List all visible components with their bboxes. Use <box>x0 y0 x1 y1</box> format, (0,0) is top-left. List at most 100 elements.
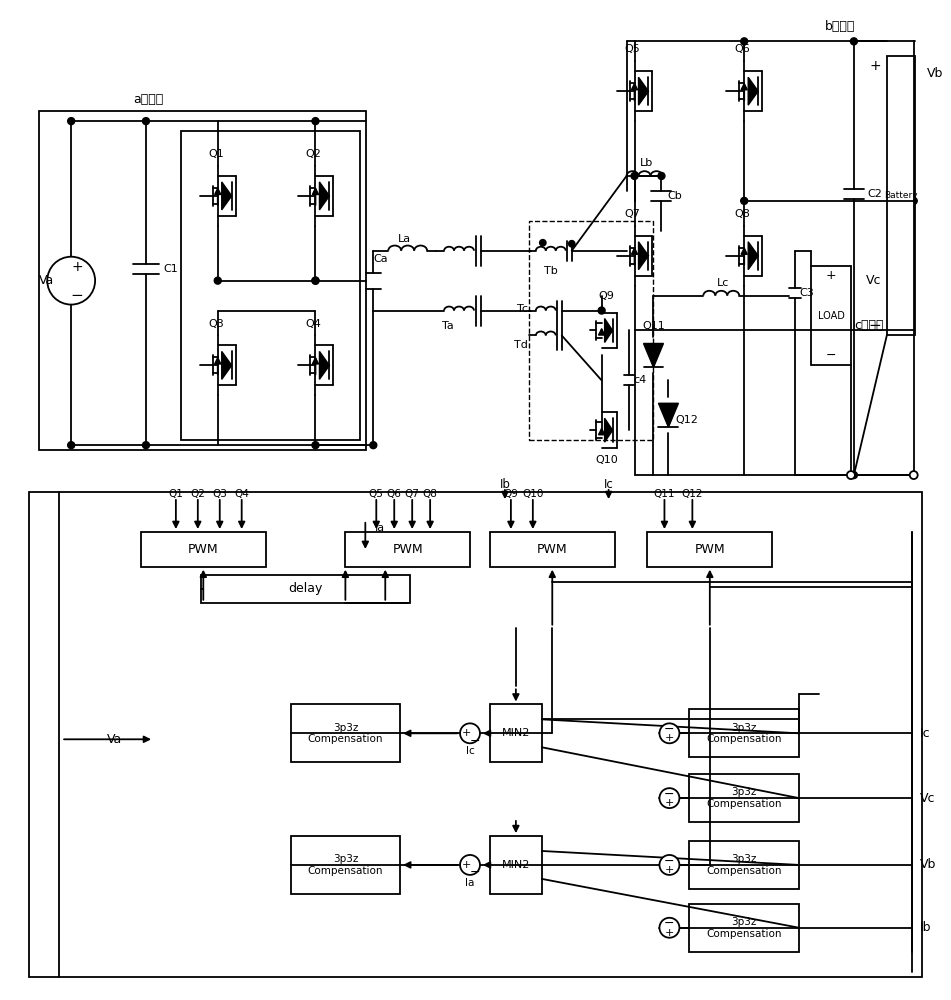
Circle shape <box>598 307 605 314</box>
Text: Ia: Ia <box>376 523 385 533</box>
Text: delay: delay <box>288 582 322 595</box>
Text: Q2: Q2 <box>305 149 321 159</box>
Text: +: + <box>665 928 674 938</box>
Text: Ib: Ib <box>920 921 931 934</box>
Text: Ca: Ca <box>374 254 388 264</box>
Text: Va: Va <box>39 274 54 287</box>
Text: +: + <box>71 260 83 274</box>
Circle shape <box>540 240 546 246</box>
Bar <box>291 704 400 762</box>
Text: a端电路: a端电路 <box>133 93 164 106</box>
Circle shape <box>631 172 638 179</box>
Bar <box>529 221 653 440</box>
Circle shape <box>370 442 377 449</box>
Text: Q6: Q6 <box>734 44 750 54</box>
Text: Q10: Q10 <box>522 489 544 499</box>
Circle shape <box>312 277 319 284</box>
Text: Q8: Q8 <box>734 209 750 219</box>
Text: −: − <box>664 788 674 801</box>
Bar <box>490 704 542 762</box>
Circle shape <box>659 855 679 875</box>
Polygon shape <box>320 351 329 379</box>
Text: 3p3z
Compensation: 3p3z Compensation <box>707 723 782 744</box>
Text: PWM: PWM <box>188 543 219 556</box>
Circle shape <box>312 277 319 284</box>
Text: Q1: Q1 <box>208 149 223 159</box>
Text: Vb: Vb <box>920 858 936 871</box>
Bar <box>689 709 799 757</box>
Text: Ta: Ta <box>442 321 454 331</box>
Text: Q11: Q11 <box>642 321 665 331</box>
Text: Va: Va <box>107 733 122 746</box>
Text: Lc: Lc <box>717 278 729 288</box>
Text: +: + <box>825 269 836 282</box>
Bar <box>689 841 799 889</box>
Text: Q10: Q10 <box>595 455 618 465</box>
Text: b端电路: b端电路 <box>825 20 855 33</box>
Text: −: − <box>825 349 836 362</box>
Text: Cb: Cb <box>667 191 682 201</box>
Bar <box>648 532 772 567</box>
Text: Ic: Ic <box>466 746 475 756</box>
Text: +: + <box>665 865 674 875</box>
Text: Q4: Q4 <box>234 489 249 499</box>
Circle shape <box>48 257 95 305</box>
Circle shape <box>847 471 855 479</box>
Text: LOAD: LOAD <box>818 311 844 321</box>
Text: Q1: Q1 <box>168 489 184 499</box>
Circle shape <box>910 197 917 204</box>
Bar <box>345 532 470 567</box>
Text: 3p3z
Compensation: 3p3z Compensation <box>707 917 782 939</box>
Bar <box>141 532 265 567</box>
Text: PWM: PWM <box>694 543 725 556</box>
Polygon shape <box>644 343 664 367</box>
Text: Td: Td <box>514 340 528 350</box>
Text: Q8: Q8 <box>422 489 437 499</box>
Polygon shape <box>658 403 678 427</box>
Circle shape <box>741 38 747 45</box>
Text: −: − <box>70 288 84 303</box>
Text: PWM: PWM <box>393 543 423 556</box>
Circle shape <box>569 241 574 247</box>
Circle shape <box>68 118 75 125</box>
Text: Ic: Ic <box>920 727 930 740</box>
Text: 3p3z
Compensation: 3p3z Compensation <box>707 854 782 876</box>
Polygon shape <box>222 351 232 379</box>
Text: −: − <box>664 917 674 930</box>
Bar <box>689 774 799 822</box>
Text: Vc: Vc <box>920 792 935 805</box>
Bar <box>689 904 799 952</box>
Polygon shape <box>222 182 232 210</box>
Text: MIN2: MIN2 <box>502 728 530 738</box>
Text: PWM: PWM <box>537 543 568 556</box>
Text: C1: C1 <box>163 264 178 274</box>
Text: Q9: Q9 <box>599 291 614 301</box>
Text: Q2: Q2 <box>190 489 205 499</box>
Text: Tc: Tc <box>516 304 528 314</box>
Bar <box>291 836 400 894</box>
Bar <box>490 836 542 894</box>
Text: Q7: Q7 <box>625 209 640 219</box>
Circle shape <box>850 472 858 479</box>
Text: Q11: Q11 <box>653 489 675 499</box>
Polygon shape <box>748 242 758 270</box>
Bar <box>181 131 360 440</box>
Polygon shape <box>605 319 612 342</box>
Circle shape <box>659 723 679 743</box>
Circle shape <box>312 118 319 125</box>
Text: Q4: Q4 <box>305 319 321 329</box>
Text: Lb: Lb <box>640 158 653 168</box>
Text: −: − <box>470 735 480 748</box>
Circle shape <box>143 118 149 125</box>
Text: Ia: Ia <box>465 878 475 888</box>
Bar <box>811 266 851 365</box>
Bar <box>201 575 410 603</box>
Text: −: − <box>470 866 480 879</box>
Text: Q6: Q6 <box>387 489 401 499</box>
Text: −: − <box>664 854 674 867</box>
Text: Vc: Vc <box>865 274 882 287</box>
Polygon shape <box>638 77 649 105</box>
Text: −: − <box>868 318 881 333</box>
Text: Ic: Ic <box>604 478 613 491</box>
Text: 3p3z
Compensation: 3p3z Compensation <box>307 723 383 744</box>
